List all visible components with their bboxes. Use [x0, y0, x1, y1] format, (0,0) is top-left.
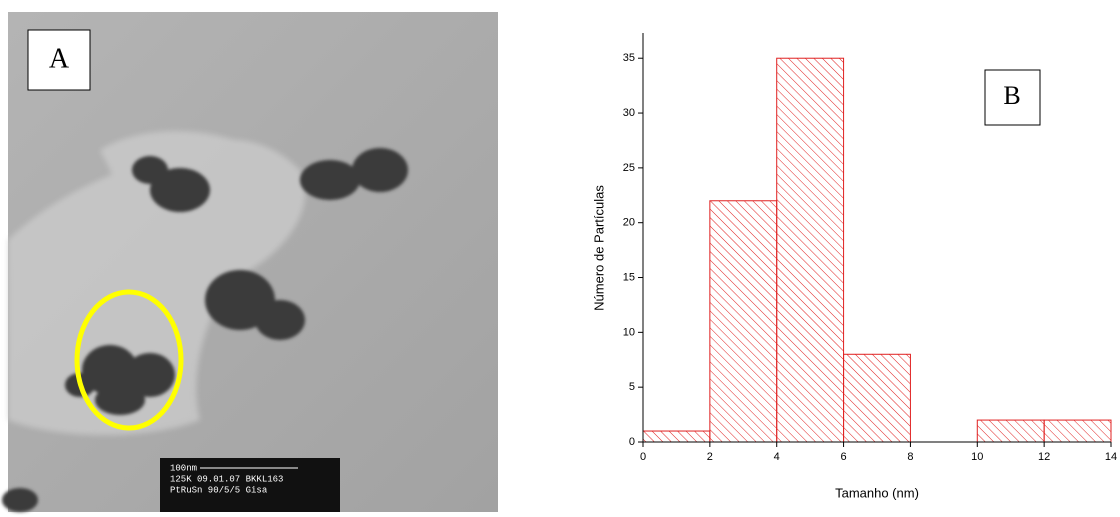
y-tick-label: 30 — [623, 107, 635, 119]
histogram: B Tamanho (nm) Número de Partículas 0 5 10… — [591, 33, 1117, 500]
tem-image: A 100nm 125K 09.01.07 BKKL163 PtRuSn 90/… — [2, 12, 498, 512]
y-tick-label: 35 — [623, 52, 635, 64]
bar — [776, 57, 845, 443]
panel-label: B — [1003, 81, 1020, 110]
y-tick-label: 25 — [623, 162, 635, 174]
x-tick-label: 14 — [1105, 451, 1117, 463]
panel-label: A — [49, 43, 70, 74]
x-tick-label: 12 — [1038, 451, 1050, 463]
bar — [843, 353, 911, 443]
x-axis-label: Tamanho (nm) — [835, 485, 919, 500]
bar — [642, 430, 711, 443]
bar — [976, 419, 1045, 443]
bar — [709, 200, 778, 443]
x-tick-label: 0 — [640, 451, 646, 463]
y-tick-label: 15 — [623, 271, 635, 283]
x-tick-label: 6 — [841, 451, 847, 463]
y-axis-label: Número de Partículas — [591, 185, 606, 311]
scale-bar-text: 125K 09.01.07 BKKL163 — [170, 474, 283, 484]
y-tick-label: 0 — [629, 436, 635, 448]
y-tick-label: 10 — [623, 326, 635, 338]
bar — [1043, 419, 1112, 443]
y-tick-label: 20 — [623, 217, 635, 229]
x-tick-label: 10 — [971, 451, 983, 463]
y-tick-label: 5 — [629, 381, 635, 393]
x-tick-label: 4 — [774, 451, 780, 463]
scale-bar-text: 100nm — [170, 463, 197, 473]
x-tick-label: 2 — [707, 451, 713, 463]
x-tick-label: 8 — [907, 451, 913, 463]
scale-bar-text: PtRuSn 90/5/5 Gisa — [170, 485, 268, 495]
